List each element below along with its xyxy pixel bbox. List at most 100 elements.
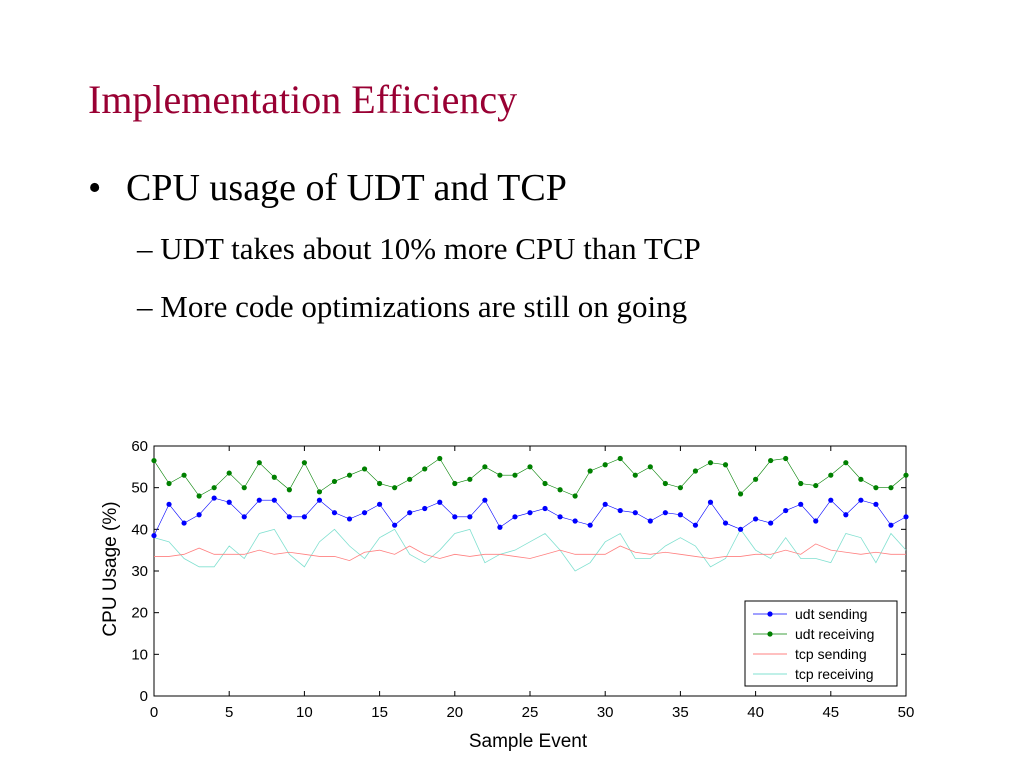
data-point-udt-receiving — [798, 480, 804, 487]
data-point-udt-receiving — [181, 472, 187, 478]
x-tick-label: 50 — [898, 704, 915, 721]
legend-label-tcp-sending: tcp sending — [795, 646, 867, 662]
data-point-udt-sending — [843, 512, 849, 518]
data-point-udt-receiving — [873, 485, 879, 491]
data-point-udt-sending — [286, 514, 292, 520]
series-line-tcp-sending — [154, 543, 906, 562]
data-point-udt-receiving — [617, 455, 623, 462]
data-point-udt-sending — [572, 518, 578, 524]
x-tick-label: 25 — [522, 704, 539, 721]
data-point-udt-receiving — [301, 460, 307, 466]
data-point-udt-sending — [241, 514, 247, 520]
plot-area-frame — [153, 445, 907, 697]
data-point-udt-receiving — [828, 472, 834, 478]
x-tick-label: 20 — [446, 704, 463, 721]
data-point-udt-sending — [392, 522, 398, 528]
data-point-udt-receiving — [813, 482, 819, 489]
x-tick-label: 10 — [296, 704, 313, 721]
data-point-udt-sending — [858, 497, 864, 503]
data-point-udt-receiving — [843, 460, 849, 466]
data-point-udt-receiving — [407, 476, 413, 482]
bullet-symbol: • — [88, 167, 102, 209]
legend-marker-udt-receiving — [767, 631, 773, 637]
y-tick-label: 10 — [131, 646, 148, 663]
data-point-udt-sending — [602, 501, 608, 507]
data-point-udt-receiving — [497, 472, 503, 478]
data-point-udt-receiving — [768, 457, 774, 464]
data-point-udt-sending — [226, 499, 232, 505]
data-point-udt-receiving — [527, 464, 533, 470]
data-point-udt-receiving — [226, 470, 232, 476]
x-tick-label: 15 — [371, 704, 388, 721]
legend-label-tcp-receiving: tcp receiving — [795, 666, 874, 682]
data-point-udt-sending — [166, 501, 172, 507]
data-point-udt-sending — [497, 524, 503, 530]
data-point-udt-sending — [873, 501, 879, 507]
data-point-udt-receiving — [316, 489, 323, 495]
x-axis-label: Sample Event — [469, 731, 588, 752]
y-tick-label: 40 — [131, 521, 148, 538]
data-point-udt-sending — [271, 497, 277, 503]
data-point-udt-receiving — [647, 464, 653, 470]
data-point-udt-sending — [422, 505, 428, 512]
data-point-udt-receiving — [632, 472, 638, 478]
data-point-udt-receiving — [512, 472, 518, 478]
sub-bullet-cpu: – UDT takes about 10% more CPU than TCP — [137, 231, 701, 266]
series-line-udt-receiving — [153, 458, 907, 497]
data-point-udt-receiving — [858, 476, 864, 482]
data-point-udt-sending — [617, 507, 623, 514]
data-point-udt-receiving — [361, 466, 368, 472]
data-point-udt-sending — [783, 507, 789, 514]
data-point-udt-sending — [632, 510, 638, 516]
data-point-udt-receiving — [151, 457, 157, 464]
data-point-udt-sending — [753, 516, 759, 522]
data-point-udt-sending — [737, 526, 744, 532]
data-point-udt-sending — [888, 522, 894, 528]
data-point-udt-receiving — [587, 468, 593, 474]
sub-bullet-optimizations: – More code optimizations are still on g… — [137, 289, 688, 324]
y-tick-label: 30 — [131, 563, 148, 580]
legend-label-udt-sending: udt sending — [795, 606, 867, 622]
data-point-udt-receiving — [346, 472, 353, 478]
data-point-udt-sending — [542, 505, 548, 512]
data-point-udt-sending — [707, 499, 714, 505]
data-point-udt-sending — [346, 516, 353, 522]
data-point-udt-receiving — [241, 485, 247, 491]
data-point-udt-receiving — [692, 468, 699, 474]
legend-label-udt-receiving: udt receiving — [795, 626, 874, 642]
data-point-udt-sending — [813, 518, 819, 524]
x-tick-label: 35 — [672, 704, 689, 721]
data-point-udt-sending — [662, 510, 668, 516]
data-point-udt-sending — [692, 522, 699, 528]
data-point-udt-sending — [316, 497, 323, 503]
series-line-udt-sending — [153, 497, 907, 536]
data-point-udt-sending — [677, 512, 684, 518]
data-point-udt-sending — [647, 518, 653, 524]
y-axis-label: CPU Usage (%) — [100, 501, 121, 636]
data-point-udt-receiving — [753, 476, 759, 482]
y-tick-label: 0 — [140, 688, 148, 705]
main-bullet: • CPU usage of UDT and TCP — [88, 164, 567, 212]
data-point-udt-receiving — [467, 476, 473, 482]
data-point-udt-sending — [196, 512, 202, 518]
slide-title: Implementation Efficiency — [88, 77, 518, 122]
legend-marker-udt-sending — [767, 611, 773, 617]
data-point-udt-receiving — [331, 478, 338, 485]
data-point-udt-sending — [557, 514, 563, 520]
y-tick-label: 50 — [131, 480, 148, 497]
data-point-udt-receiving — [286, 487, 292, 493]
data-point-udt-receiving — [196, 493, 202, 499]
data-point-udt-receiving — [722, 462, 729, 468]
data-point-udt-receiving — [392, 485, 398, 491]
x-tick-label: 0 — [150, 704, 158, 721]
data-point-udt-receiving — [707, 460, 714, 466]
data-point-udt-sending — [151, 532, 157, 539]
data-point-udt-sending — [722, 520, 729, 526]
y-tick-label: 60 — [131, 438, 148, 455]
data-point-udt-receiving — [662, 480, 668, 487]
legend-box — [744, 600, 898, 687]
data-point-udt-receiving — [557, 487, 563, 493]
data-point-udt-sending — [211, 495, 217, 501]
data-point-udt-sending — [256, 497, 262, 503]
data-point-udt-sending — [377, 501, 383, 507]
